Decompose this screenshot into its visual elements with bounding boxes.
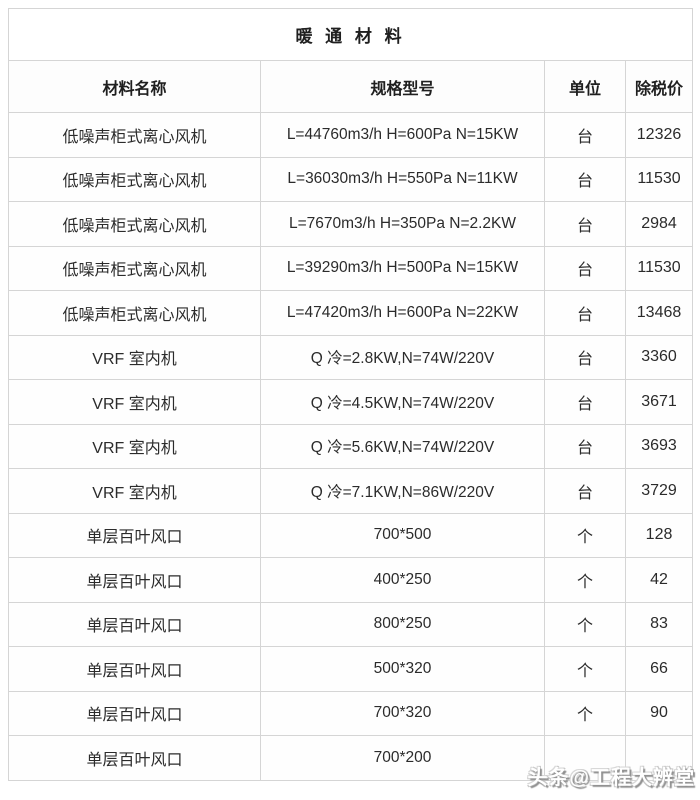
- price-cell: 11530: [624, 156, 694, 202]
- unit-cell: 个: [544, 512, 626, 558]
- table-row: 单层百叶风口 700*200: [8, 735, 694, 781]
- spec-model-cell: 700*320: [260, 690, 545, 736]
- price-cell: 11530: [624, 245, 694, 291]
- material-name-cell: 低噪声柜式离心风机: [8, 245, 261, 291]
- material-name-cell: 低噪声柜式离心风机: [8, 112, 261, 158]
- spec-model-cell: 400*250: [260, 557, 545, 603]
- price-cell: 42: [624, 557, 694, 603]
- spec-model-cell: Q 冷=7.1KW,N=86W/220V: [260, 468, 545, 514]
- spec-model-cell: L=39290m3/h H=500Pa N=15KW: [260, 245, 545, 291]
- spec-model-cell: L=47420m3/h H=600Pa N=22KW: [260, 290, 545, 336]
- unit-cell: 个: [544, 557, 626, 603]
- spec-model-cell: Q 冷=4.5KW,N=74W/220V: [260, 379, 545, 425]
- material-name-cell: VRF 室内机: [8, 379, 261, 425]
- table-row: 低噪声柜式离心风机 L=39290m3/h H=500Pa N=15KW 台 1…: [8, 245, 694, 291]
- price-cell: 83: [624, 601, 694, 647]
- table-row: 低噪声柜式离心风机 L=7670m3/h H=350Pa N=2.2KW 台 2…: [8, 201, 694, 247]
- price-cell: 90: [624, 690, 694, 736]
- header-unit: 单位: [544, 60, 626, 113]
- unit-cell: 台: [544, 245, 626, 291]
- table-row: VRF 室内机 Q 冷=5.6KW,N=74W/220V 台 3693: [8, 423, 694, 469]
- price-cell: 3693: [624, 423, 694, 469]
- unit-cell: 个: [544, 646, 626, 692]
- material-name-cell: 低噪声柜式离心风机: [8, 290, 261, 336]
- material-name-cell: VRF 室内机: [8, 423, 261, 469]
- spec-model-cell: Q 冷=2.8KW,N=74W/220V: [260, 334, 545, 380]
- table-row: VRF 室内机 Q 冷=7.1KW,N=86W/220V 台 3729: [8, 468, 694, 514]
- table-row: VRF 室内机 Q 冷=4.5KW,N=74W/220V 台 3671: [8, 379, 694, 425]
- material-name-cell: 单层百叶风口: [8, 601, 261, 647]
- material-name-cell: VRF 室内机: [8, 468, 261, 514]
- material-name-cell: VRF 室内机: [8, 334, 261, 380]
- unit-cell: 台: [544, 334, 626, 380]
- spec-model-cell: 800*250: [260, 601, 545, 647]
- table-row: 单层百叶风口 800*250 个 83: [8, 601, 694, 647]
- unit-cell: 台: [544, 156, 626, 202]
- price-cell: 12326: [624, 112, 694, 158]
- unit-cell: 台: [544, 201, 626, 247]
- table-header-row: 材料名称 规格型号 单位 除税价: [8, 60, 694, 113]
- spec-model-cell: 700*500: [260, 512, 545, 558]
- spec-model-cell: L=44760m3/h H=600Pa N=15KW: [260, 112, 545, 158]
- price-cell: 13468: [624, 290, 694, 336]
- material-name-cell: 单层百叶风口: [8, 646, 261, 692]
- material-name-cell: 单层百叶风口: [8, 735, 261, 781]
- hvac-price-table: 暖 通 材 料 材料名称 规格型号 单位 除税价 低噪声柜式离心风机 L=447…: [7, 8, 694, 781]
- unit-cell: 台: [544, 468, 626, 514]
- table-row: 单层百叶风口 400*250 个 42: [8, 557, 694, 603]
- unit-cell: 台: [544, 379, 626, 425]
- spec-model-cell: 500*320: [260, 646, 545, 692]
- unit-cell: 台: [544, 290, 626, 336]
- price-cell: 3671: [624, 379, 694, 425]
- table-title-row: 暖 通 材 料: [7, 8, 694, 61]
- table-row: 单层百叶风口 700*320 个 90: [8, 690, 694, 736]
- table-row: 低噪声柜式离心风机 L=44760m3/h H=600Pa N=15KW 台 1…: [8, 112, 694, 158]
- unit-cell: 个: [544, 690, 626, 736]
- price-cell: 66: [624, 646, 694, 692]
- material-name-cell: 单层百叶风口: [8, 690, 261, 736]
- spec-model-cell: Q 冷=5.6KW,N=74W/220V: [260, 423, 545, 469]
- header-price-ex-tax: 除税价: [624, 60, 694, 113]
- spec-model-cell: L=36030m3/h H=550Pa N=11KW: [260, 156, 545, 202]
- spec-model-cell: 700*200: [260, 735, 545, 781]
- material-name-cell: 单层百叶风口: [8, 512, 261, 558]
- price-cell: 3729: [624, 468, 694, 514]
- unit-cell: [544, 735, 626, 781]
- unit-cell: 个: [544, 601, 626, 647]
- header-spec-model: 规格型号: [260, 60, 545, 113]
- price-cell: 2984: [624, 201, 694, 247]
- unit-cell: 台: [544, 112, 626, 158]
- table-row: VRF 室内机 Q 冷=2.8KW,N=74W/220V 台 3360: [8, 334, 694, 380]
- material-name-cell: 低噪声柜式离心风机: [8, 156, 261, 202]
- price-cell: [624, 735, 694, 781]
- material-name-cell: 单层百叶风口: [8, 557, 261, 603]
- table-row: 单层百叶风口 700*500 个 128: [8, 512, 694, 558]
- price-cell: 3360: [624, 334, 694, 380]
- material-name-cell: 低噪声柜式离心风机: [8, 201, 261, 247]
- header-material-name: 材料名称: [8, 60, 261, 113]
- spec-model-cell: L=7670m3/h H=350Pa N=2.2KW: [260, 201, 545, 247]
- table-body: 低噪声柜式离心风机 L=44760m3/h H=600Pa N=15KW 台 1…: [8, 112, 694, 781]
- table-row: 低噪声柜式离心风机 L=36030m3/h H=550Pa N=11KW 台 1…: [8, 156, 694, 202]
- price-cell: 128: [624, 512, 694, 558]
- table-row: 低噪声柜式离心风机 L=47420m3/h H=600Pa N=22KW 台 1…: [8, 290, 694, 336]
- table-row: 单层百叶风口 500*320 个 66: [8, 646, 694, 692]
- table-title: 暖 通 材 料: [7, 8, 694, 61]
- unit-cell: 台: [544, 423, 626, 469]
